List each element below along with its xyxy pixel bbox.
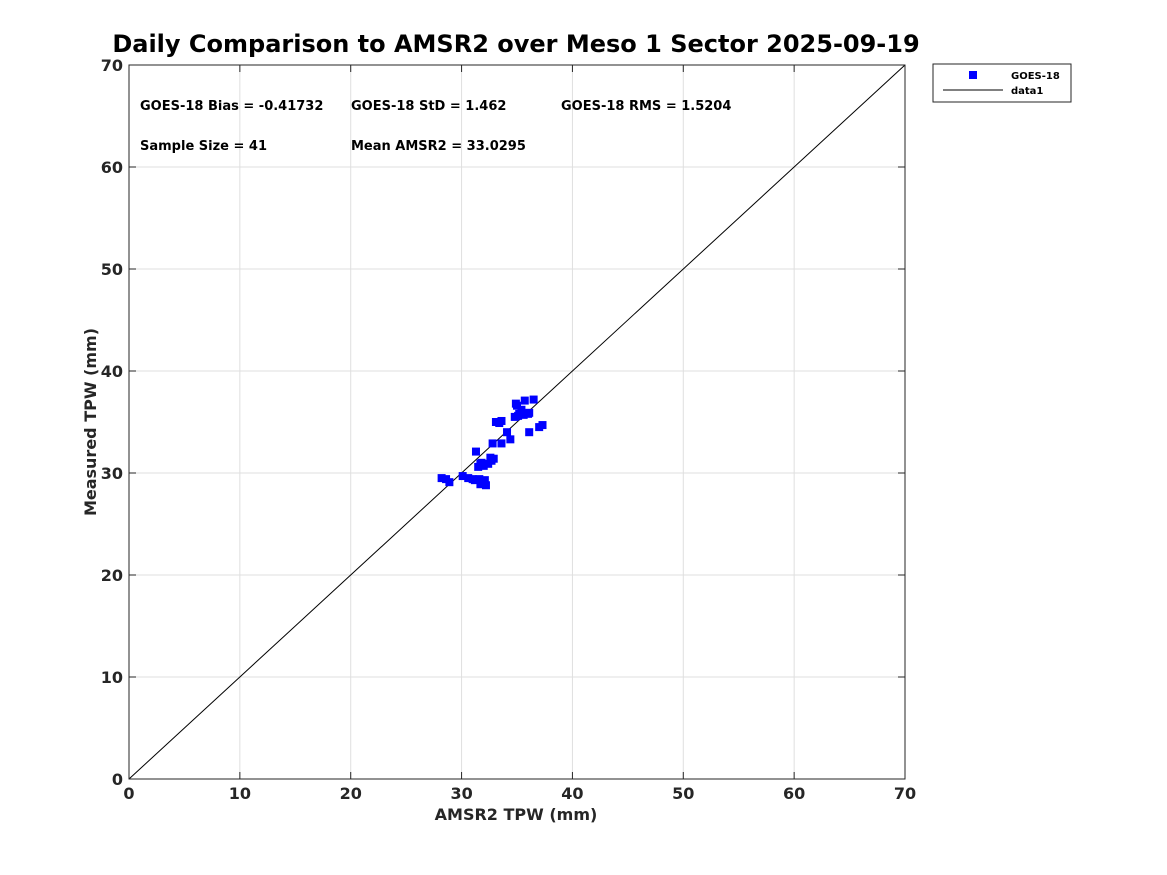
y-tick-label: 30	[101, 464, 123, 483]
data-point	[497, 439, 506, 448]
data-point	[514, 411, 523, 420]
x-tick-label: 10	[229, 784, 251, 803]
data-point	[445, 478, 454, 487]
data-point	[538, 421, 547, 430]
x-tick-label: 40	[561, 784, 583, 803]
data-point	[519, 410, 528, 419]
legend-label-goes18: GOES-18	[1011, 71, 1060, 82]
data-point	[470, 476, 479, 485]
data-point	[476, 480, 485, 489]
y-tick-label: 60	[101, 158, 123, 177]
annotation-bias: GOES-18 Bias = -0.41732	[140, 99, 323, 114]
data-point	[513, 401, 521, 410]
x-tick-label: 20	[340, 784, 362, 803]
data-point	[489, 454, 498, 463]
data-point	[520, 396, 529, 405]
data-point	[475, 475, 484, 484]
annotation-std: GOES-18 StD = 1.462	[351, 99, 506, 114]
annotation-rms: GOES-18 RMS = 1.5204	[561, 99, 731, 114]
data-point	[437, 474, 446, 483]
data-point	[525, 408, 534, 417]
x-tick-label: 70	[894, 784, 916, 803]
y-tick-label: 70	[101, 56, 123, 75]
data-point	[481, 481, 490, 490]
data-point	[529, 395, 538, 404]
plot-area: 0 10 20 30 40 50 60 70 0 10 20 30 40 50 60 70	[101, 56, 916, 803]
data-point	[471, 447, 480, 456]
x-tick-label: 50	[672, 784, 694, 803]
data-point	[480, 476, 489, 485]
x-tick-label: 60	[783, 784, 805, 803]
x-axis-label: AMSR2 TPW (mm)	[435, 805, 598, 824]
data-point	[525, 428, 534, 437]
y-axis-label: Measured TPW (mm)	[81, 328, 100, 516]
y-tick-label: 20	[101, 566, 123, 585]
x-tick-label: 30	[450, 784, 472, 803]
legend: GOES-18 data1	[932, 63, 1072, 103]
x-tick-label: 0	[123, 784, 134, 803]
chart-title: Daily Comparison to AMSR2 over Meso 1 Se…	[112, 30, 919, 58]
reference-line-data1	[128, 64, 906, 780]
y-tick-label: 10	[101, 668, 123, 687]
data-point	[476, 459, 485, 468]
axes-box	[128, 64, 906, 780]
annotation-sample-size: Sample Size = 41	[140, 139, 267, 154]
data-point	[464, 474, 473, 483]
x-axis-ticks: 0 10 20 30 40 50 60 70	[123, 65, 916, 803]
data-points	[437, 395, 547, 490]
stats-annotations: GOES-18 Bias = -0.41732 GOES-18 StD = 1.…	[140, 99, 731, 154]
y-tick-label: 0	[112, 770, 123, 789]
y-tick-label: 50	[101, 260, 123, 279]
data-point	[497, 416, 506, 425]
reference-line-layer	[128, 64, 906, 780]
data-point	[503, 428, 512, 437]
legend-box	[932, 63, 1072, 103]
data-point	[458, 472, 467, 481]
annotation-mean-amsr2: Mean AMSR2 = 33.0295	[351, 139, 526, 154]
data-point	[506, 435, 515, 444]
legend-label-data1: data1	[1011, 86, 1043, 97]
y-tick-label: 40	[101, 362, 123, 381]
y-axis-ticks: 0 10 20 30 40 50 60 70	[101, 56, 905, 789]
legend-marker-goes18	[969, 71, 977, 79]
data-point	[488, 439, 497, 448]
data-point	[517, 405, 526, 414]
